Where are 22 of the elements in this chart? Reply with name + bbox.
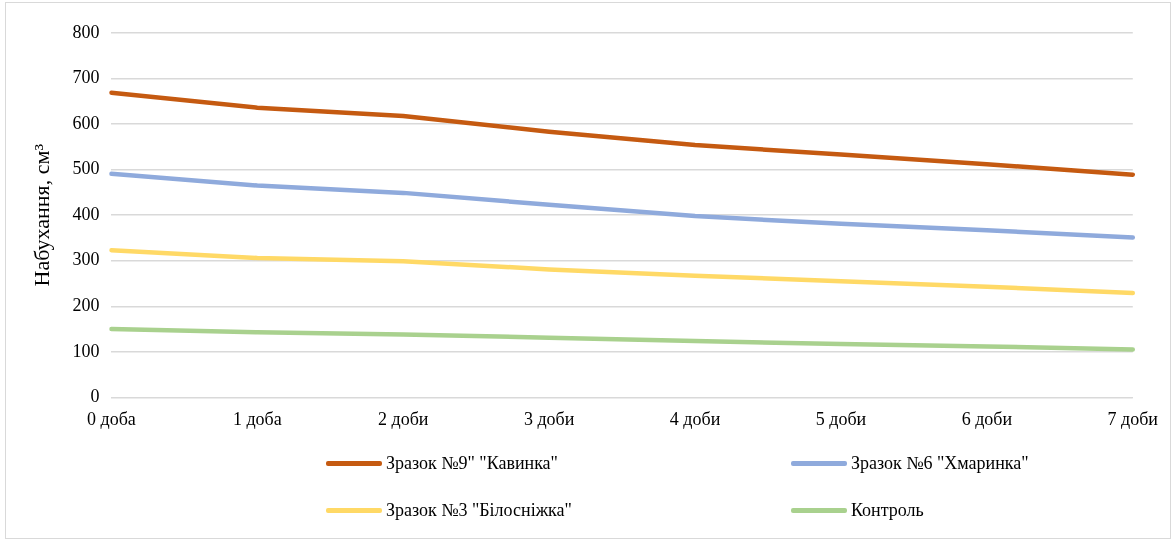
x-tick-label: 7 доби — [1107, 408, 1159, 429]
y-tick-label: 200 — [72, 295, 100, 316]
y-tick-label: 300 — [72, 249, 100, 270]
y-tick-label: 700 — [72, 67, 100, 88]
legend-label: Зразок №3 "Білосніжка" — [386, 500, 572, 521]
legend-label: Зразок №6 "Хмаринка" — [851, 453, 1029, 474]
legend-label: Контроль — [851, 500, 924, 521]
y-axis-title: Набухання, см³ — [28, 143, 54, 287]
x-tick-label: 3 доби — [523, 408, 575, 429]
y-tick-label: 0 — [90, 386, 100, 407]
legend-label: Зразок №9" "Кавинка" — [386, 453, 558, 474]
y-tick-label: 800 — [72, 21, 100, 42]
y-tick-label: 100 — [72, 340, 100, 361]
x-tick-label: 1 доба — [232, 408, 282, 429]
y-tick-label: 600 — [72, 112, 100, 133]
x-tick-label: 5 доби — [815, 408, 867, 429]
x-tick-label: 2 доби — [377, 408, 429, 429]
x-tick-label: 6 доби — [961, 408, 1013, 429]
y-tick-label: 400 — [72, 203, 100, 224]
y-tick-label: 500 — [72, 158, 100, 179]
x-tick-label: 0 доба — [86, 408, 136, 429]
x-tick-label: 4 доби — [669, 408, 721, 429]
